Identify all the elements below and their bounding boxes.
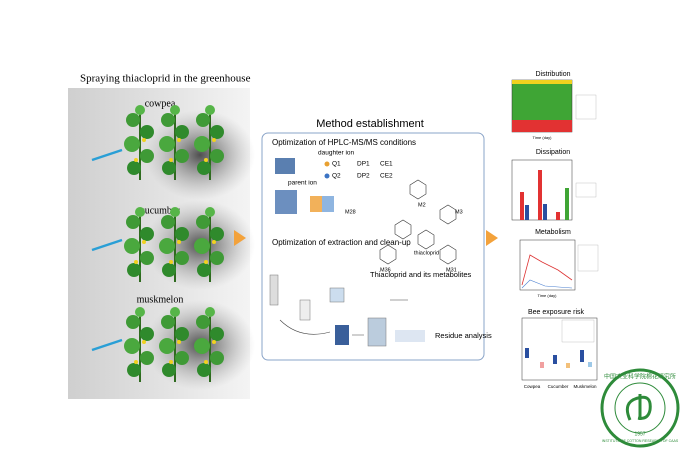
legend [575,182,597,198]
metabolite: M28 [345,209,356,215]
plants [123,104,225,383]
chart-title: Bee exposure risk [528,309,585,316]
chart-title: Metabolism [535,229,571,236]
metabolism-line [521,279,573,289]
chart-title: Dissipation [536,149,570,156]
arrow [234,230,246,246]
label: CE2 [380,173,393,180]
bee-boxes [525,348,592,368]
crop-label: cucumber [140,205,180,216]
extraction-title: Optimization of extraction and clean-up [272,238,411,247]
chart-title: Distribution [535,71,570,78]
metabolism-chart [519,239,576,291]
instrument [275,158,295,174]
spray-cloud [145,110,255,200]
legend [577,244,599,272]
label: CE1 [380,161,393,168]
method-title: Method establishment [316,118,424,130]
bee-chart [521,317,598,381]
lab-equipment [269,274,425,347]
label: DP2 [357,173,370,180]
distribution-band [512,80,572,84]
metabolite: M31 [446,267,457,273]
crop-label: cowpea [145,98,176,109]
sprayers [91,148,123,352]
metabolism-line [521,254,573,286]
axis-label: Time (day) [533,135,553,140]
label: Q1 [332,161,341,168]
residue-label: Residue analysis [435,331,492,340]
vial [310,196,322,212]
metabolites-title: Thiacloprid and its metabolites [370,270,472,279]
structures: M28 M2 M3 M36 thiacloprid M31 [345,179,463,273]
metabolite: thiacloprid [414,250,439,256]
hplc-title: Optimization of HPLC-MS/MS conditions [272,138,416,147]
axis-label: Time (day) [538,293,558,298]
crop-label: muskmelon [137,294,184,305]
label: DP1 [357,161,370,168]
distribution-band [512,120,572,132]
metabolite: M2 [418,202,426,208]
logo-name: 中国农业科学院棉花研究所 [604,373,676,381]
legend [575,94,597,120]
dissipation-bars [520,170,569,220]
instrument [275,190,297,214]
label: daughter ion [318,150,355,157]
legend [561,319,595,343]
logo-english: INSTITUTE OF COTTON RESEARCH OF CAAS [602,439,679,443]
group-label: Muskmelon [573,384,597,389]
label: parent ion [288,180,317,187]
arrow [486,230,498,246]
label: Q2 [332,173,341,180]
method-box [261,132,485,361]
metabolite: M36 [380,267,391,273]
group-label: Cowpea [524,384,541,389]
metabolite: M3 [455,209,463,215]
logo: 中国农业科学院棉花研究所 INSTITUTE OF COTTON RESEARC… [600,368,680,448]
logo-year: 1957 [634,431,645,437]
vial [322,196,334,212]
group-label: Cucumber [548,384,569,389]
left-title: Spraying thiacloprid in the greenhouse [80,73,251,85]
